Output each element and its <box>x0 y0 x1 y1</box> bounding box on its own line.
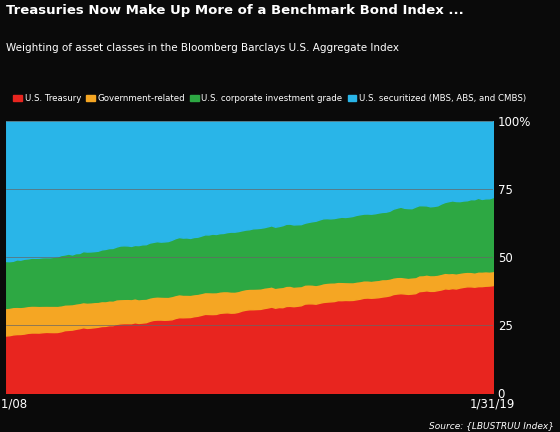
Legend: U.S. Treasury, Government-related, U.S. corporate investment grade, U.S. securit: U.S. Treasury, Government-related, U.S. … <box>10 91 529 107</box>
Text: Weighting of asset classes in the Bloomberg Barclays U.S. Aggregate Index: Weighting of asset classes in the Bloomb… <box>6 43 399 53</box>
Text: Treasuries Now Make Up More of a Benchmark Bond Index ...: Treasuries Now Make Up More of a Benchma… <box>6 4 463 17</box>
Text: Source: {LBUSTRUU Index}: Source: {LBUSTRUU Index} <box>430 421 554 430</box>
